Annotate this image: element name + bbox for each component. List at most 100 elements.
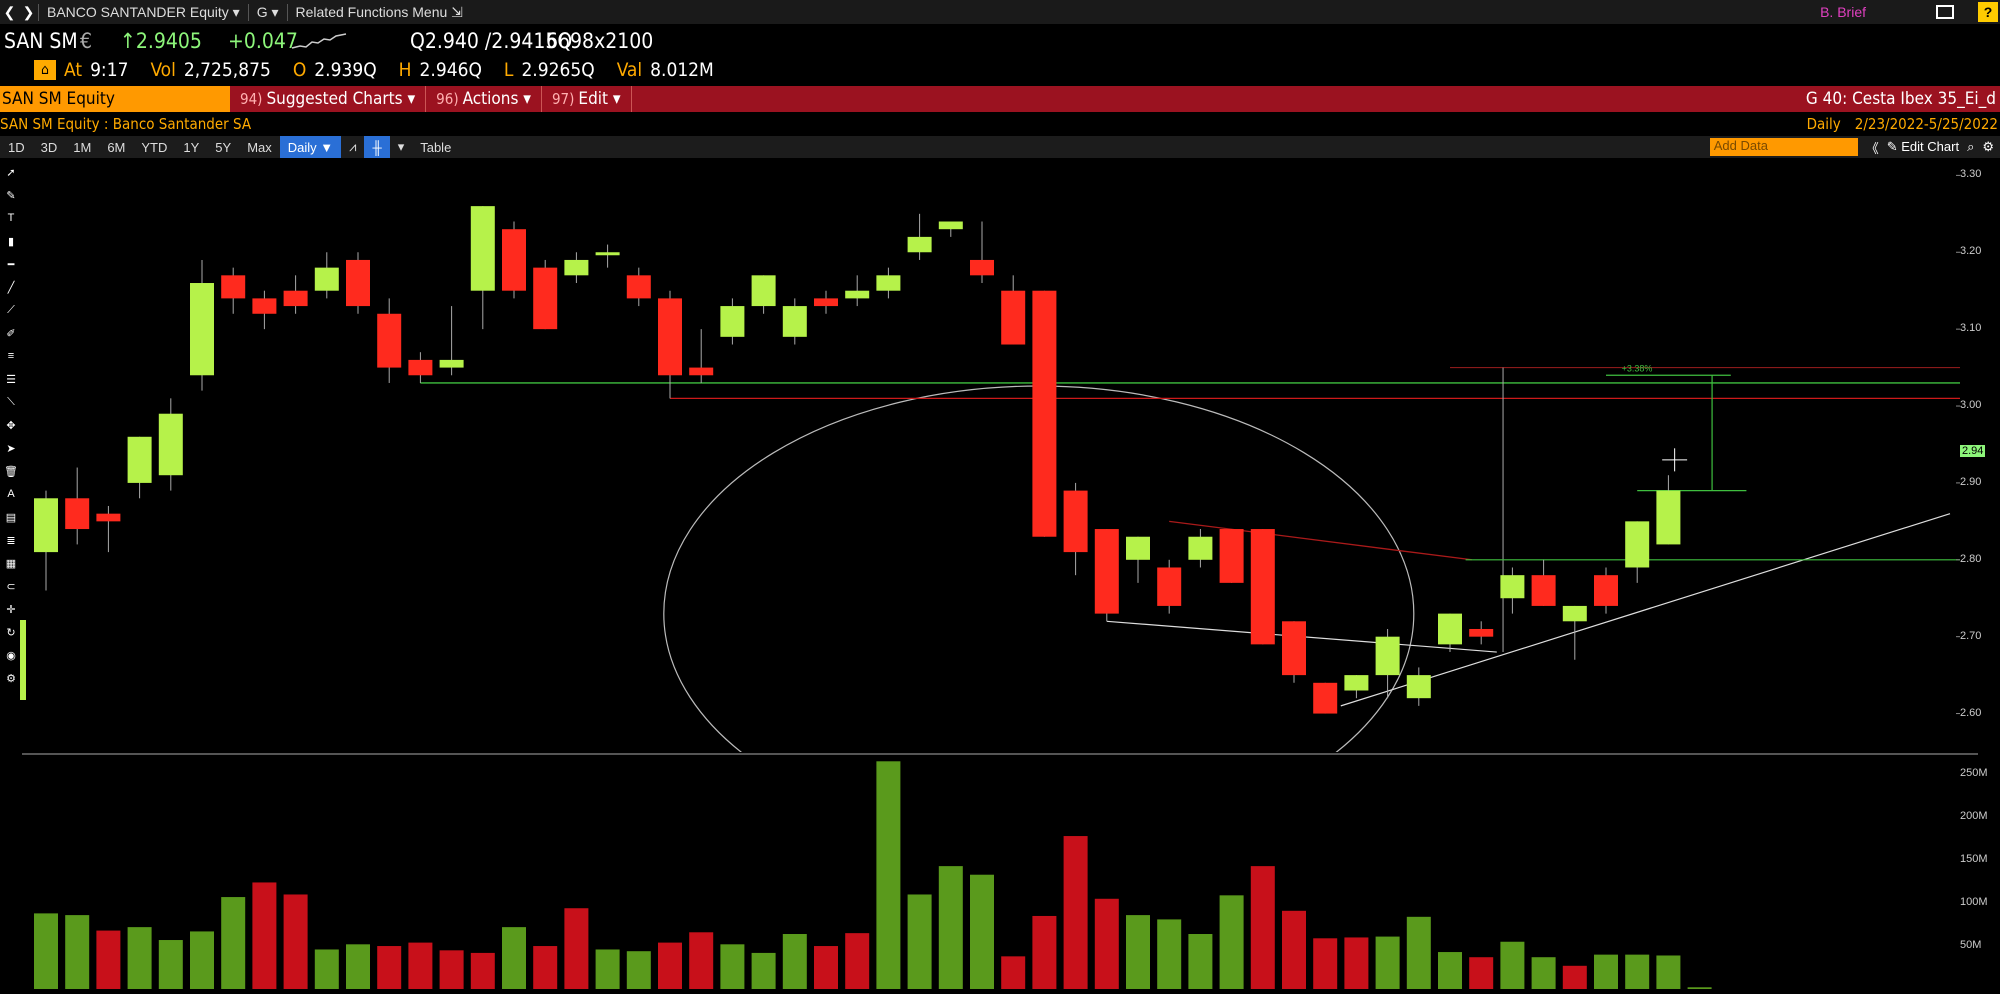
date-range[interactable]: 2/23/2022-5/25/2022	[1854, 115, 1998, 133]
volume-bar	[595, 949, 620, 989]
volume-bar	[1625, 954, 1650, 989]
horizontal-line-icon[interactable]: ━	[7, 258, 15, 271]
chart-title-row: SAN SM Equity : Banco Santander SA Daily…	[0, 113, 2000, 135]
volume-bar	[190, 931, 214, 989]
low-value: 2.9265Q	[521, 59, 595, 81]
price-chart[interactable]: +3.38%	[22, 160, 1960, 752]
range-5y-button[interactable]: 5Y	[215, 139, 232, 155]
fibonacci-icon[interactable]: ☰	[6, 373, 16, 386]
volume-bar	[1438, 952, 1462, 989]
palette-icon[interactable]: ◉	[6, 649, 16, 662]
volume-bar	[689, 932, 714, 989]
g-menu[interactable]: G ▾	[247, 3, 287, 21]
chart-type-dropdown-icon[interactable]: ▾	[397, 139, 405, 154]
collapse-icon[interactable]: 《	[1865, 140, 1879, 156]
help-button[interactable]: ?	[1978, 2, 1998, 22]
candle-up	[1656, 490, 1681, 545]
edit-menu[interactable]: 97) Edit ▾	[542, 86, 632, 112]
range-3d-button[interactable]: 3D	[40, 139, 58, 155]
brush-icon[interactable]: ✐	[6, 327, 16, 340]
volume-tick-label: 200M	[1960, 810, 1988, 823]
ruler-icon[interactable]: ⟍	[7, 395, 15, 408]
volume-bar	[127, 927, 152, 989]
volume-bar	[1001, 956, 1026, 989]
volume-bar	[158, 940, 183, 989]
volume-bar	[34, 913, 58, 989]
period-label[interactable]: Daily	[1806, 115, 1841, 133]
quote-time: 9:17	[90, 59, 129, 81]
candle-down	[689, 367, 714, 376]
candle-chart-icon[interactable]: ╫	[364, 136, 390, 158]
candle-down	[252, 298, 277, 314]
volume-bar	[564, 908, 589, 989]
forward-arrow-icon[interactable]: ❯	[22, 3, 35, 20]
range-6m-button[interactable]: 6M	[107, 139, 126, 155]
channel-icon[interactable]: ≡	[7, 350, 15, 362]
candle-down	[658, 298, 682, 376]
candle-up	[845, 290, 870, 299]
last-price-tag: 2.94	[1960, 445, 1986, 458]
move-icon[interactable]: ✥	[6, 419, 16, 432]
volume-bar	[1406, 916, 1431, 989]
note-icon[interactable]: ▤	[5, 511, 17, 524]
high-label: H	[398, 59, 412, 81]
candle-up	[439, 359, 464, 368]
trend-line-icon[interactable]: ╱	[7, 281, 15, 294]
edit-chart-button[interactable]: ✎ Edit Chart	[1886, 139, 1960, 154]
bar-tool-icon[interactable]: ▮	[7, 235, 15, 248]
grid-icon[interactable]: ▦	[5, 557, 17, 570]
brief-link[interactable]: B. Brief	[1820, 4, 1866, 20]
zoom-icon[interactable]: ⌕	[1967, 139, 1975, 154]
window-toggle-icon[interactable]	[1936, 5, 1954, 19]
candle-down	[1282, 621, 1306, 676]
crosshair-icon[interactable]: ✛	[6, 603, 16, 616]
range-1d-button[interactable]: 1D	[8, 139, 25, 155]
price-tick-label: 2.60	[1960, 706, 1982, 719]
candle-down	[814, 298, 838, 307]
actions-menu[interactable]: 96) Actions ▾	[426, 86, 542, 112]
text-tool-icon[interactable]: T	[7, 212, 15, 224]
tool-settings-icon[interactable]: ⚙	[6, 672, 16, 685]
security-menu[interactable]: BANCO SANTANDER Equity ▾	[38, 3, 248, 21]
volume-bar	[845, 933, 870, 989]
refresh-icon[interactable]: ↻	[6, 626, 16, 639]
candle-up	[907, 236, 932, 253]
candle-up	[938, 221, 963, 230]
related-functions-menu[interactable]: Related Functions Menu ⇲	[286, 3, 471, 21]
frequency-dropdown[interactable]: Daily ▼	[279, 136, 342, 158]
pane-divider[interactable]	[22, 753, 1978, 755]
candle-down	[346, 259, 370, 307]
range-ytd-button[interactable]: YTD	[141, 139, 168, 155]
magnet-icon[interactable]: ⊂	[6, 580, 16, 593]
add-data-input[interactable]: Add Data	[1709, 138, 1858, 156]
ticker-symbol[interactable]: SAN SM	[4, 29, 78, 53]
quote-line-primary: SAN SM € ↑2.9405 +0.047 Q2.940 /2.9415Q …	[0, 26, 1000, 56]
candle-down	[1250, 529, 1275, 645]
select-icon[interactable]: ➤	[6, 442, 16, 455]
back-arrow-icon[interactable]: ❮	[3, 3, 16, 20]
table-button[interactable]: Table	[420, 139, 452, 155]
range-1m-button[interactable]: 1M	[73, 139, 92, 155]
pointer-icon[interactable]: ➚	[6, 166, 16, 179]
volume-bar	[1188, 934, 1213, 989]
drawing-tools-sidebar: ➚ ✎ T ▮ ━ ╱ ⟋ ✐ ≡ ☰ ⟍ ✥ ➤ 🗑 A ▤ ≣ ▦ ⊂ ✛ …	[0, 160, 26, 706]
volume-bar	[1344, 937, 1369, 989]
chart-reference[interactable]: G 40: Cesta Ibex 35_Ei_d	[1805, 89, 1996, 109]
volume-bar	[65, 915, 90, 989]
range-1y-button[interactable]: 1Y	[183, 139, 200, 155]
list-icon[interactable]: ≣	[6, 534, 16, 547]
candle-down	[1219, 529, 1244, 583]
security-field[interactable]: SAN SM Equity	[0, 86, 230, 112]
range-max-button[interactable]: Max	[247, 139, 272, 155]
line-chart-icon[interactable]: ⩘	[349, 139, 357, 154]
volume-chart[interactable]	[22, 757, 1960, 989]
annotation-icon[interactable]: A	[7, 488, 15, 500]
volume-bar	[470, 952, 495, 989]
volume-bar	[533, 946, 558, 989]
delete-icon[interactable]: 🗑	[4, 465, 18, 478]
pen-icon[interactable]: ✎	[6, 189, 16, 202]
downtrend-line	[1169, 520, 1472, 561]
ray-line-icon[interactable]: ⟋	[7, 303, 15, 316]
settings-gear-icon[interactable]: ⚙	[1982, 139, 1994, 154]
suggested-charts-menu[interactable]: 94) Suggested Charts ▾	[230, 86, 427, 112]
